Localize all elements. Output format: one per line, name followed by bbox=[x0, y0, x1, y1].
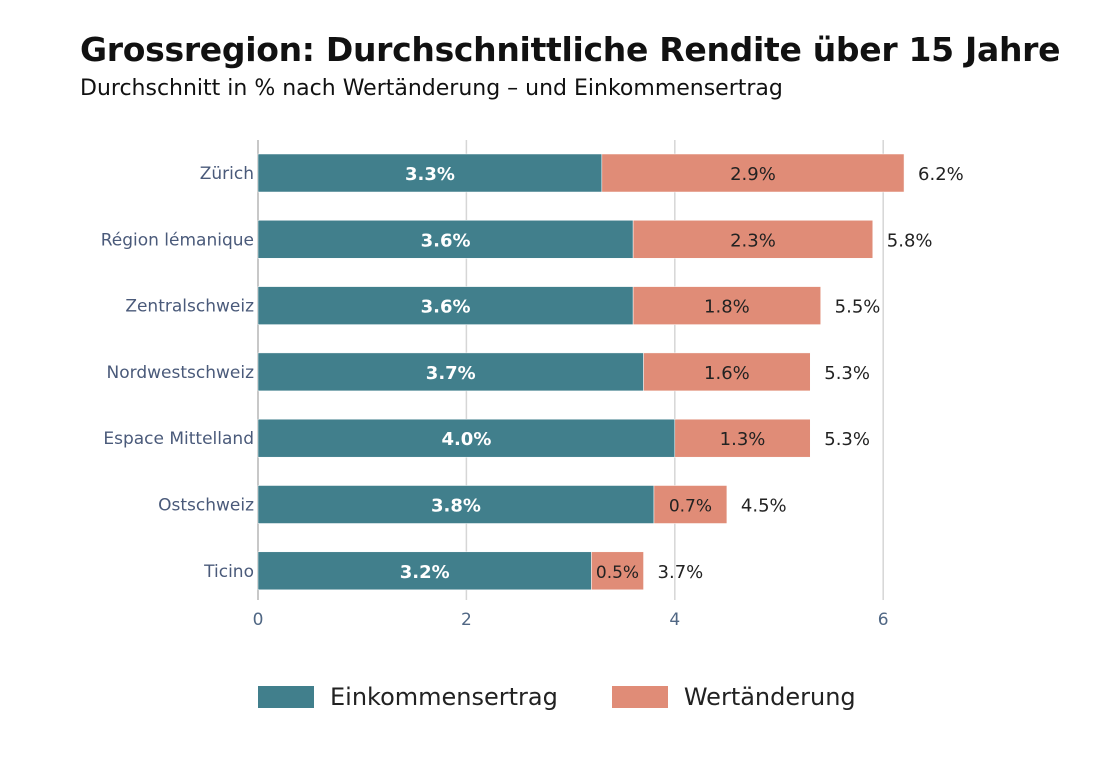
bar-data-label: 1.8% bbox=[704, 297, 750, 318]
bar-data-label: 2.9% bbox=[730, 164, 776, 185]
y-category-label: Ostschweiz bbox=[158, 496, 254, 516]
bar-data-label: 1.3% bbox=[720, 429, 766, 450]
x-tick-label: 0 bbox=[253, 610, 264, 630]
chart-subtitle: Durchschnitt in % nach Wertänderung – un… bbox=[80, 76, 783, 101]
bar-data-label: 3.2% bbox=[400, 562, 450, 583]
bar-einkommensertrag bbox=[257, 352, 644, 392]
bar-wertaenderung bbox=[591, 551, 644, 591]
bar-einkommensertrag bbox=[257, 220, 634, 259]
x-tick-label: 6 bbox=[878, 610, 889, 630]
bar-wertaenderung bbox=[632, 220, 874, 259]
y-category-label: Zürich bbox=[200, 164, 254, 184]
x-tick-label: 4 bbox=[669, 610, 680, 630]
total-label: 6.2% bbox=[918, 164, 964, 185]
legend-label: Wertänderung bbox=[683, 683, 856, 711]
bar-einkommensertrag bbox=[257, 485, 655, 524]
bar-data-label: 3.6% bbox=[421, 297, 471, 318]
bar-wertaenderung bbox=[632, 286, 821, 325]
total-label: 5.3% bbox=[824, 429, 870, 450]
bar-wertaenderung bbox=[674, 418, 811, 458]
bar-einkommensertrag bbox=[257, 418, 676, 458]
x-tick-label: 2 bbox=[461, 610, 472, 630]
bar-wertaenderung bbox=[643, 352, 811, 392]
bar-data-label: 0.7% bbox=[669, 497, 712, 517]
bar-einkommensertrag bbox=[257, 153, 603, 193]
legend-item-wertaenderung[interactable]: Wertänderung bbox=[611, 683, 856, 711]
legend-swatch bbox=[258, 686, 314, 708]
total-label: 5.3% bbox=[824, 363, 870, 384]
bar-data-label: 3.7% bbox=[426, 363, 476, 384]
total-label: 5.8% bbox=[887, 230, 933, 251]
bar-data-label: 3.6% bbox=[421, 230, 471, 251]
legend-swatch bbox=[611, 686, 668, 708]
bar-wertaenderung bbox=[653, 485, 728, 524]
legend: Einkommensertrag Wertänderung bbox=[258, 683, 910, 711]
bar-einkommensertrag bbox=[257, 286, 634, 325]
bar-data-label: 4.0% bbox=[441, 429, 491, 450]
y-category-label: Région lémanique bbox=[101, 230, 254, 250]
total-label: 4.5% bbox=[741, 496, 787, 517]
legend-label: Einkommensertrag bbox=[330, 683, 558, 711]
bar-wertaenderung bbox=[601, 153, 905, 193]
chart-title: Grossregion: Durchschnittliche Rendite ü… bbox=[80, 30, 1061, 69]
y-category-label: Ticino bbox=[203, 562, 254, 582]
total-label: 5.5% bbox=[835, 297, 881, 318]
bar-data-label: 3.8% bbox=[431, 496, 481, 517]
y-category-label: Nordwestschweiz bbox=[107, 363, 255, 383]
y-category-label: Zentralschweiz bbox=[125, 297, 254, 317]
total-label: 3.7% bbox=[658, 562, 704, 583]
legend-item-einkommensertrag[interactable]: Einkommensertrag bbox=[258, 683, 558, 711]
bar-data-label: 0.5% bbox=[596, 563, 639, 583]
bar-data-label: 3.3% bbox=[405, 164, 455, 185]
bar-data-label: 1.6% bbox=[704, 363, 750, 384]
bar-data-label: 2.3% bbox=[730, 230, 776, 251]
y-category-label: Espace Mittelland bbox=[103, 429, 254, 449]
bar-einkommensertrag bbox=[257, 551, 592, 591]
